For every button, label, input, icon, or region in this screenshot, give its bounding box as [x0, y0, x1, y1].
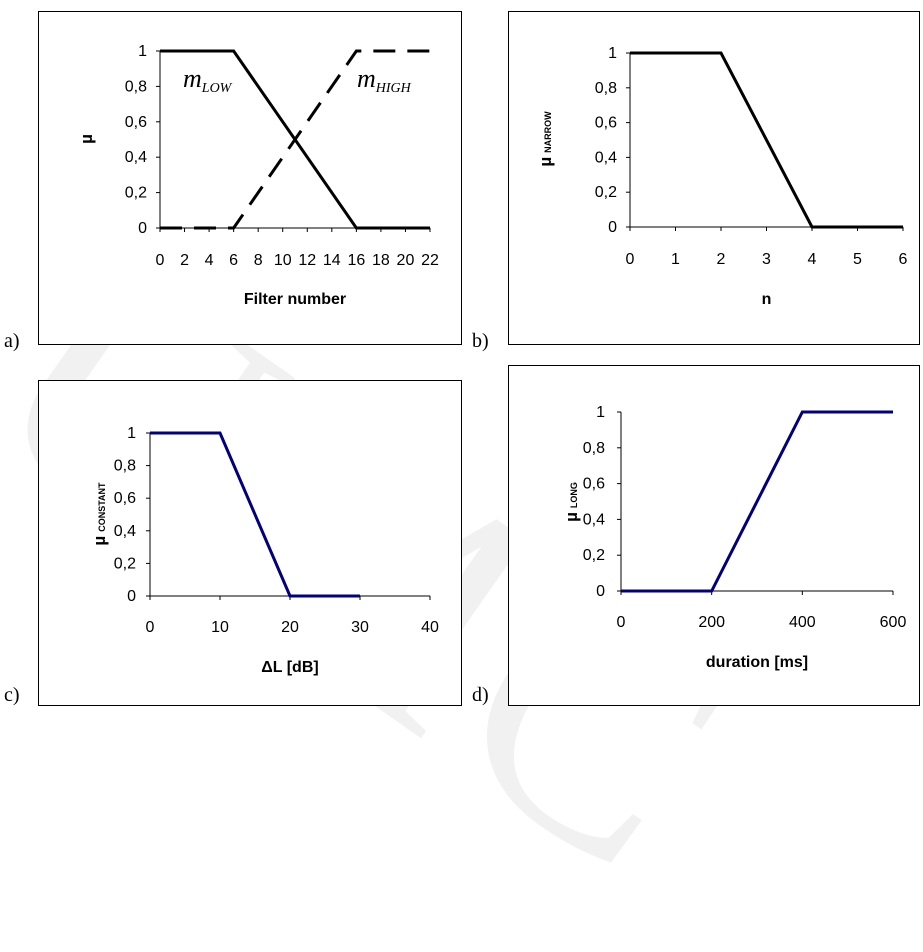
charts-canvas: 00,20,40,60,810 2 4 6 8 10 12 14 16 18 20 22Filter …	[77, 43, 908, 676]
chart1-x-tick-label: 0	[156, 252, 165, 269]
chart1-y-axis-title: µ	[77, 134, 96, 144]
chart1-x-tick-label: 18	[372, 252, 390, 269]
chart1-x-tick-label: 2	[180, 252, 189, 269]
chart4-x-tick-label: 400	[789, 614, 816, 631]
chart1-x-tick-label: 4	[205, 252, 214, 269]
chart1-x-tick-label: 12	[298, 252, 316, 269]
chart4-x-tick-label: 200	[698, 614, 725, 631]
chart4-y-axis-title: µLONG	[562, 482, 581, 522]
chart1-series-1-label: mLOW	[183, 64, 233, 96]
chart3-y-tick-label: 0,4	[114, 523, 136, 540]
chart3-y-tick-label: 0,6	[114, 490, 136, 507]
chart4-x-tick-label: 600	[880, 614, 907, 631]
chart4-y-tick-label: 0	[596, 583, 605, 600]
chart1-series-2-label: mHIGH	[357, 64, 412, 96]
panel-d-frame	[508, 365, 920, 706]
chart1-x-tick-label: 16	[347, 252, 365, 269]
panel-a-frame	[38, 11, 462, 345]
chart3-y-tick-label: 0,2	[114, 555, 136, 572]
chart1-y-tick-label: 0,8	[125, 78, 147, 95]
chart4-y-tick-label: 0,8	[583, 440, 605, 457]
chart1-x-tick-label: 8	[254, 252, 263, 269]
chart3-y-tick-label: 0,8	[114, 458, 136, 475]
chart2-x-tick-label: 3	[762, 251, 771, 268]
chart4-y-tick-label: 1	[596, 404, 605, 421]
chart2-y-axis-title: µNARROW	[536, 111, 555, 167]
panel-a-letter: a)	[4, 330, 20, 352]
chart2-x-tick-label: 6	[899, 251, 908, 268]
chart1-y-tick-label: 0,6	[125, 114, 147, 131]
chart2-x-tick-label: 4	[808, 251, 817, 268]
chart3-x-tick-label: 0	[146, 619, 155, 636]
chart2-x-tick-label: 1	[671, 251, 680, 268]
chart2-y-tick-label: 0,6	[595, 115, 617, 132]
chart1-y-tick-label: 0,2	[125, 185, 147, 202]
chart1-y-tick-label: 1	[138, 43, 147, 60]
chart4-y-tick-label: 0,4	[583, 511, 605, 528]
chart3-x-tick-label: 40	[421, 619, 439, 636]
panel-b-letter: b)	[472, 330, 489, 352]
chart2-x-axis-title: n	[762, 291, 772, 308]
chart3-x-tick-label: 30	[351, 619, 369, 636]
chart4-y-tick-label: 0,2	[583, 547, 605, 564]
chart2-x-tick-label: 2	[717, 251, 726, 268]
panel-d-letter: d)	[472, 684, 489, 706]
chart3-y-tick-label: 1	[127, 425, 136, 442]
chart2-series-1-line	[630, 51, 903, 229]
chart1-x-axis-title: Filter number	[244, 291, 346, 308]
chart1-series-2-line	[160, 49, 430, 230]
chart2-y-tick-label: 1	[608, 45, 617, 62]
chart3-y-axis-title: µCONSTANT	[90, 482, 109, 546]
chart3-series-1-line	[150, 431, 360, 598]
chart3-y-tick-label: 0	[127, 588, 136, 605]
chart1-y-tick-label: 0,4	[125, 149, 147, 166]
chart3-x-axis-title: ΔL [dB]	[261, 659, 318, 676]
chart3-x-tick-label: 20	[281, 619, 299, 636]
chart2-x-tick-label: 0	[626, 251, 635, 268]
chart4-x-tick-label: 0	[617, 614, 626, 631]
chart4-series-1-line	[621, 410, 893, 593]
chart3-x-tick-label: 10	[211, 619, 229, 636]
chart1-x-tick-label: 14	[323, 252, 341, 269]
chart1-x-tick-label: 20	[397, 252, 415, 269]
chart2-y-tick-label: 0	[608, 219, 617, 236]
chart2-x-tick-label: 5	[853, 251, 862, 268]
chart2-y-tick-label: 0,8	[595, 80, 617, 97]
chart1-x-tick-label: 22	[421, 252, 439, 269]
chart1-y-tick-label: 0	[138, 220, 147, 237]
chart2-y-tick-label: 0,4	[595, 149, 617, 166]
chart4-x-axis-title: duration [ms]	[706, 654, 808, 671]
panel-c-frame	[38, 380, 462, 706]
chart1-x-tick-label: 10	[274, 252, 292, 269]
panel-c-letter: c)	[4, 684, 20, 706]
panel-b-frame	[508, 11, 920, 345]
chart4-y-tick-label: 0,6	[583, 476, 605, 493]
chart2-y-tick-label: 0,2	[595, 184, 617, 201]
chart1-x-tick-label: 6	[229, 252, 238, 269]
